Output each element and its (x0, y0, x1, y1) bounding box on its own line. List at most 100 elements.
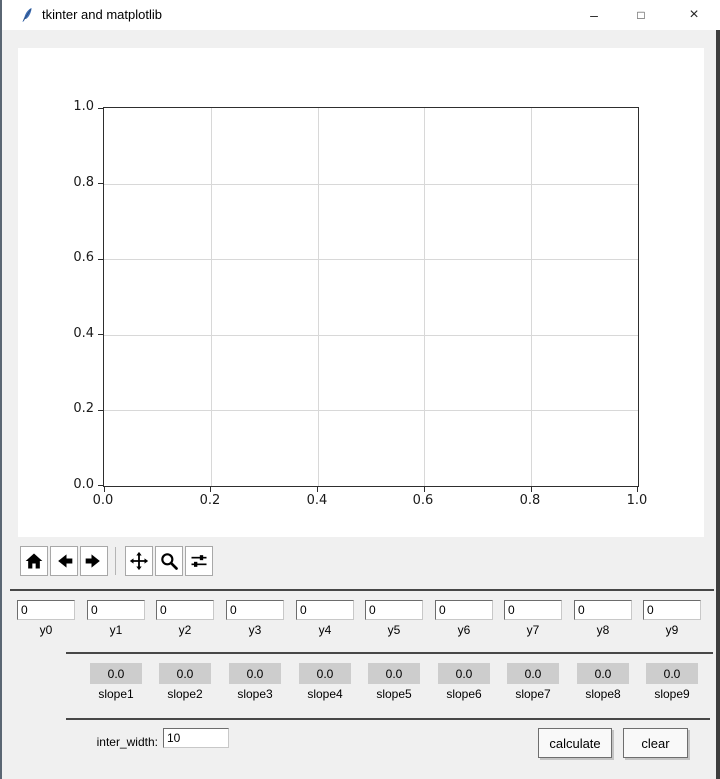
slope9-label: slope9 (654, 687, 690, 701)
x-tick (104, 487, 105, 492)
y3-label: y3 (248, 623, 262, 637)
y-tick (98, 108, 103, 109)
gridline (317, 108, 319, 486)
close-button[interactable]: × (689, 6, 699, 23)
x-tick-label: 0.8 (519, 493, 541, 508)
gridline (531, 108, 533, 486)
y5-label: y5 (387, 623, 401, 637)
y-tick-label: 0.0 (73, 477, 94, 492)
y-tick (98, 334, 103, 335)
gridline (104, 183, 638, 185)
y-tick-label: 0.6 (73, 250, 94, 265)
y0-label: y0 (39, 623, 53, 637)
toolbar-separator (115, 547, 116, 575)
pan-move-icon (129, 551, 149, 571)
y5-input[interactable] (365, 600, 423, 620)
forward-button[interactable] (80, 546, 108, 576)
x-tick-label: 0.2 (199, 493, 221, 508)
minimize-button[interactable]: – (590, 7, 598, 23)
x-tick (531, 487, 532, 492)
y-tick (98, 485, 103, 486)
x-tick (210, 487, 211, 492)
y9-label: y9 (665, 623, 679, 637)
separator (66, 652, 713, 654)
x-tick-label: 0.0 (92, 493, 114, 508)
y-tick-label: 1.0 (73, 99, 94, 114)
home-button[interactable] (20, 546, 48, 576)
y2-label: y2 (178, 623, 192, 637)
slope3-label: slope3 (237, 687, 273, 701)
slope8-value: 0.0 (577, 663, 629, 684)
y-tick-label: 0.4 (73, 326, 94, 341)
y6-input[interactable] (435, 600, 493, 620)
separator (66, 718, 710, 720)
slope4-label: slope4 (307, 687, 343, 701)
x-tick-label: 0.4 (306, 493, 328, 508)
pan-button[interactable] (125, 546, 153, 576)
gridline (104, 259, 638, 261)
plot-area[interactable] (98, 107, 639, 492)
y6-label: y6 (457, 623, 471, 637)
y1-label: y1 (109, 623, 123, 637)
x-tick (317, 487, 318, 492)
x-tick-label: 1.0 (626, 493, 648, 508)
screen-edge-right (716, 30, 720, 779)
y1-input[interactable] (87, 600, 145, 620)
back-arrow-icon (58, 554, 73, 568)
zoom-button[interactable] (155, 546, 183, 576)
maximize-button[interactable]: □ (637, 8, 645, 22)
screen-edge-left (0, 0, 2, 779)
configure-subplots-button[interactable] (185, 546, 213, 576)
slope1-label: slope1 (98, 687, 134, 701)
y2-input[interactable] (156, 600, 214, 620)
y4-label: y4 (318, 623, 332, 637)
y3-input[interactable] (226, 600, 284, 620)
separator (10, 589, 714, 591)
gridline (104, 410, 638, 412)
y-tick-label: 0.2 (73, 401, 94, 416)
y0-input[interactable] (17, 600, 75, 620)
gridline (210, 108, 212, 486)
slope4-value: 0.0 (299, 663, 351, 684)
y7-label: y7 (526, 623, 540, 637)
y8-label: y8 (596, 623, 610, 637)
gridline (424, 108, 426, 486)
home-icon (25, 553, 43, 569)
y4-input[interactable] (296, 600, 354, 620)
clear-button[interactable]: clear (623, 728, 688, 758)
slope7-label: slope7 (515, 687, 551, 701)
y-tick (98, 183, 103, 184)
slope6-value: 0.0 (438, 663, 490, 684)
slope3-value: 0.0 (229, 663, 281, 684)
window-title: tkinter and matplotlib (42, 7, 162, 22)
y-tick (98, 259, 103, 260)
slope9-value: 0.0 (646, 663, 698, 684)
calculate-button[interactable]: calculate (538, 728, 612, 758)
slope1-value: 0.0 (90, 663, 142, 684)
x-tick (637, 487, 638, 492)
y8-input[interactable] (574, 600, 632, 620)
y7-input[interactable] (504, 600, 562, 620)
figure-canvas[interactable]: 0.0 0.2 0.4 0.6 0.8 1.0 1.0 0.8 0.6 0.4 … (18, 48, 704, 537)
inter-width-input[interactable] (163, 728, 229, 748)
slope8-label: slope8 (585, 687, 621, 701)
slope5-label: slope5 (376, 687, 412, 701)
slope2-label: slope2 (167, 687, 203, 701)
slope6-label: slope6 (446, 687, 482, 701)
slope5-value: 0.0 (368, 663, 420, 684)
y-tick-label: 0.8 (73, 175, 94, 190)
gridline (104, 334, 638, 336)
back-button[interactable] (50, 546, 78, 576)
title-bar: tkinter and matplotlib – □ × (0, 0, 720, 30)
x-tick (424, 487, 425, 492)
configure-subplots-icon (191, 555, 207, 567)
slope7-value: 0.0 (507, 663, 559, 684)
y-tick (98, 410, 103, 411)
slope2-value: 0.0 (159, 663, 211, 684)
forward-arrow-icon (85, 554, 100, 568)
x-tick-label: 0.6 (412, 493, 434, 508)
y9-input[interactable] (643, 600, 701, 620)
inter-width-label: inter_width: (96, 735, 158, 749)
zoom-magnifier-icon (161, 553, 178, 570)
tk-feather-icon (22, 8, 32, 22)
